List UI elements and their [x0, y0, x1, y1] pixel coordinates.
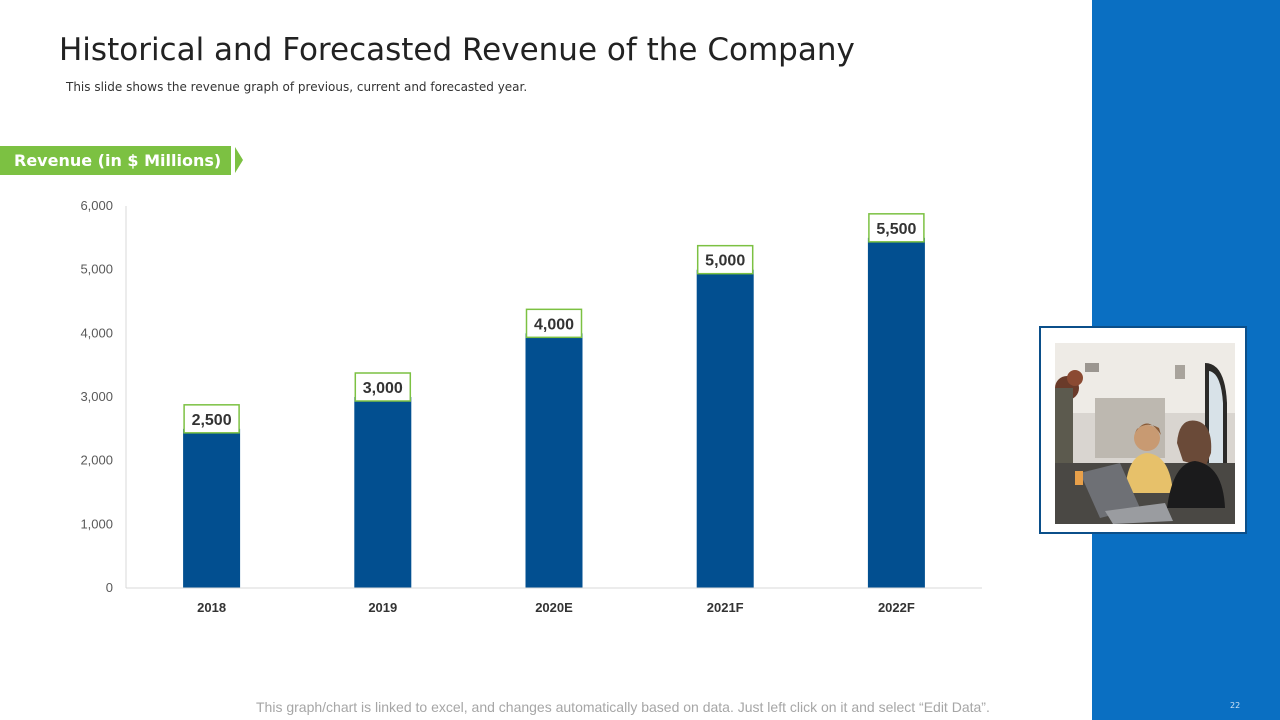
- data-label-box: [354, 372, 412, 402]
- bar[interactable]: [525, 333, 583, 588]
- bars: [183, 237, 925, 589]
- data-label: 3,000: [363, 380, 403, 397]
- chevron-right-icon: [235, 147, 243, 173]
- data-label: 5,500: [876, 221, 916, 238]
- x-tick-label: 2019: [368, 600, 397, 615]
- footer-note: This graph/chart is linked to excel, and…: [256, 699, 990, 715]
- data-label-box: [183, 404, 240, 434]
- y-tick-label: 6,000: [80, 198, 113, 213]
- y-tick-label: 2,000: [80, 453, 113, 468]
- photo-two-people-at-laptop-icon: [1055, 343, 1235, 524]
- data-label-box: [525, 308, 583, 339]
- y-tick-label: 3,000: [80, 389, 113, 404]
- y-tick-label: 0: [106, 580, 113, 595]
- y-tick-label: 4,000: [80, 325, 113, 340]
- data-label: 4,000: [534, 316, 574, 333]
- bar[interactable]: [183, 428, 241, 588]
- data-label: 2,500: [192, 412, 232, 429]
- data-label: 5,000: [705, 253, 745, 270]
- y-tick-label: 5,000: [80, 262, 113, 277]
- page-number: 22: [1230, 701, 1241, 710]
- slide-title: Historical and Forecasted Revenue of the…: [59, 32, 855, 68]
- x-tick-label: 2018: [197, 600, 226, 615]
- photo-frame: [1039, 326, 1247, 534]
- y-axis: 0 1,000 2,000 3,000 4,000 5,000 6,000: [80, 198, 127, 595]
- bar[interactable]: [354, 397, 412, 588]
- x-tick-label: 2020E: [535, 600, 573, 615]
- data-label-box: [696, 244, 754, 275]
- slide-subtitle: This slide shows the revenue graph of pr…: [66, 80, 528, 94]
- x-tick-label: 2022F: [878, 600, 915, 615]
- bar[interactable]: [867, 237, 925, 589]
- data-label-box: [868, 213, 925, 243]
- x-tick-label: 2021F: [707, 600, 744, 615]
- x-axis: 2018 2019 2020E 2021F 2022F: [126, 587, 982, 615]
- y-tick-label: 1,000: [80, 516, 113, 531]
- revenue-badge: Revenue (in $ Millions): [0, 146, 231, 175]
- data-labels: 2,500 3,000 4,000 5,000 5,500: [183, 213, 925, 434]
- revenue-bar-chart[interactable]: 0 1,000 2,000 3,000 4,000 5,000 6,000 2,500 3,0…: [0, 190, 1000, 630]
- bar[interactable]: [696, 269, 754, 588]
